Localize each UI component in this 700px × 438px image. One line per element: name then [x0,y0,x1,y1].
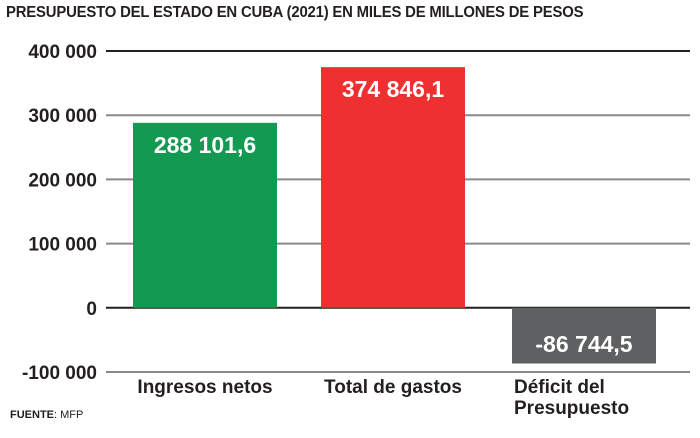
bar [321,67,465,308]
bar [133,122,277,308]
data-label: 288 101,6 [154,132,256,158]
y-tick-label: 0 [86,299,97,320]
y-tick-label: -100 000 [22,363,97,384]
x-category-label: Total de gastos [324,377,462,398]
source-note: FUENTE: MFP [10,409,83,421]
x-category-label: Déficit del [514,377,605,398]
data-labels: 288 101,6 374 846,1 -86 744,5 [154,76,633,357]
y-tick-label: 200 000 [28,170,97,191]
y-tick-label: 100 000 [28,235,97,256]
data-label: 374 846,1 [342,76,445,102]
source-label: FUENTE [10,409,54,421]
x-axis-categories: Ingresos netos Total de gastos Déficit del… [137,377,629,419]
y-tick-label: 400 000 [28,42,97,63]
data-label: -86 744,5 [535,331,632,357]
source-value: : MFP [54,409,84,421]
x-category-label: Ingresos netos [137,377,272,398]
bars [133,67,656,364]
x-category-label: Presupuesto [514,398,629,419]
chart-title: PRESUPUESTO DEL ESTADO EN CUBA (2021) EN… [6,4,584,21]
bar [512,307,656,364]
y-tick-label: 300 000 [28,106,97,127]
y-axis-ticks: 400 000 300 000 200 000 100 000 0 -100 000 [22,42,97,384]
